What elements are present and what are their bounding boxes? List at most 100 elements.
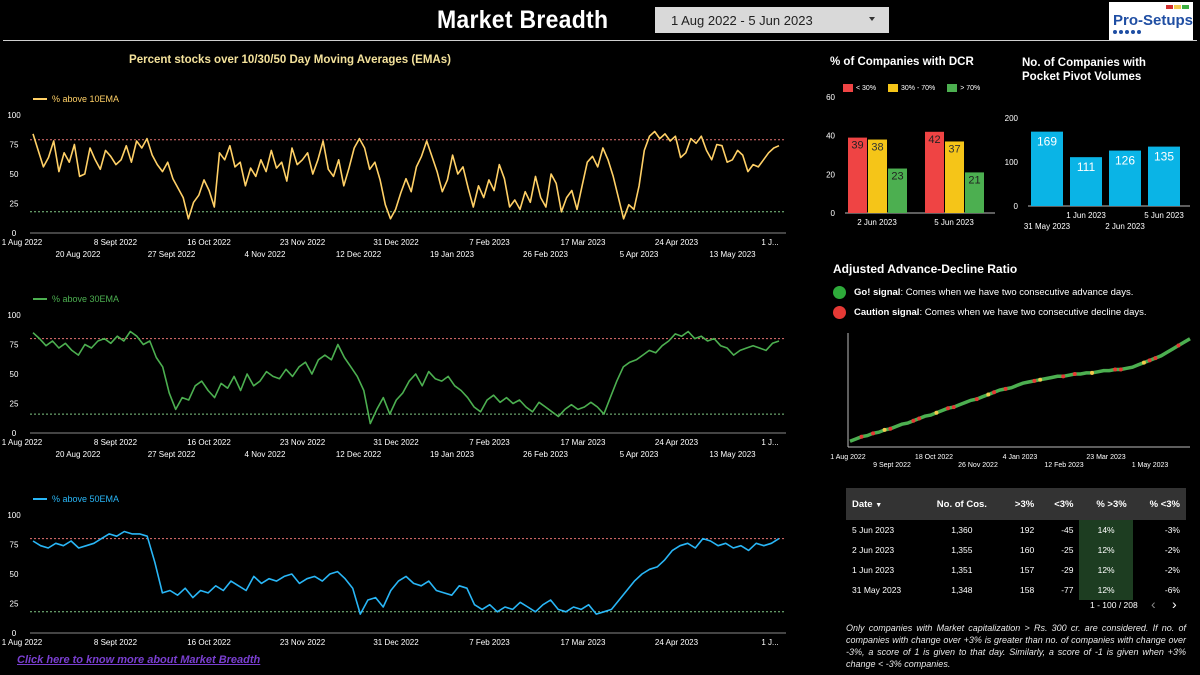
- table-cell: 1,351: [951, 565, 973, 575]
- x-tick-label: 12 Dec 2022: [336, 250, 382, 259]
- x-tick-label: 27 Sept 2022: [148, 250, 196, 259]
- x-tick-label: 18 Oct 2022: [915, 454, 953, 461]
- bar: [1109, 150, 1141, 206]
- table-cell: -25: [1061, 545, 1074, 555]
- brand-logo: Pro-Setups: [1109, 2, 1193, 40]
- neutral-marker: [1090, 370, 1095, 375]
- series-line: [32, 530, 780, 615]
- x-tick-label: 4 Nov 2022: [245, 250, 286, 259]
- x-tick-label: 1 May 2023: [1132, 462, 1169, 469]
- dcr-legend-item-low: < 30%: [843, 84, 876, 92]
- x-tick-label: 1 Aug 2022: [830, 454, 866, 461]
- caution-marker: [974, 397, 979, 402]
- col-above-header[interactable]: >3%: [1000, 488, 1041, 520]
- table-row[interactable]: 2 Jun 2023 1,355 160 -25 12% -2%: [846, 540, 1186, 560]
- green-dot-icon: [833, 286, 846, 299]
- next-page-icon[interactable]: ›: [1172, 596, 1177, 612]
- col-below-header[interactable]: <3%: [1040, 488, 1080, 520]
- table-row[interactable]: 31 May 2023 1,348 158 -77 12% -6%: [846, 580, 1186, 600]
- y-tick-label: 100: [7, 111, 21, 120]
- x-tick-label: 1 J...: [761, 638, 778, 647]
- bar: [1148, 146, 1180, 206]
- col-date-header[interactable]: Date ▼: [846, 488, 923, 520]
- table-cell: -2%: [1164, 545, 1180, 555]
- y-tick-label: 50: [10, 570, 19, 579]
- chevron-down-icon[interactable]: [869, 17, 875, 21]
- footnote: Only companies with Market capitalizatio…: [846, 623, 1186, 669]
- ad-ratio-line: [849, 337, 1191, 443]
- logo-color-bars: [1166, 5, 1189, 9]
- caution-marker: [1003, 386, 1008, 391]
- sort-desc-icon: ▼: [875, 501, 883, 509]
- x-tick-label: 27 Sept 2022: [148, 450, 196, 459]
- caution-marker: [911, 418, 916, 423]
- table-cell: -29: [1061, 565, 1074, 575]
- caution-marker: [1118, 367, 1123, 372]
- col-pct-below-header[interactable]: % <3%: [1132, 488, 1186, 520]
- dcr-chart: 60 40 20 0 39 38 23 2 Jun 2023 42 37 21 5 Jun 2023: [826, 93, 995, 227]
- x-tick-label: 7 Feb 2023: [469, 438, 510, 447]
- table-row[interactable]: 5 Jun 2023 1,360 192 -45 14% -3%: [846, 520, 1186, 540]
- pocket-pivot-chart: 200 100 0 169 111 126 135 31 May 2023 1 Jun 2023…: [1005, 114, 1190, 231]
- table-cell: 5 Jun 2023: [852, 525, 895, 535]
- date-range-value: 1 Aug 2022 - 5 Jun 2023: [671, 13, 813, 28]
- col-pct-above-header[interactable]: % >3%: [1079, 488, 1133, 520]
- x-tick-label: 31 May 2023: [1024, 222, 1071, 231]
- x-tick-label: 2 Jun 2023: [857, 218, 897, 227]
- caution-marker: [992, 390, 997, 395]
- table-cell: -77: [1061, 585, 1074, 595]
- table-cell: 12%: [1079, 560, 1133, 580]
- y-tick-label: 60: [826, 93, 835, 102]
- x-tick-label: 31 Dec 2022: [373, 638, 419, 647]
- x-tick-label: 24 Apr 2023: [655, 638, 699, 647]
- x-tick-label: 23 Nov 2022: [280, 638, 326, 647]
- col-count-header[interactable]: No. of Cos.: [922, 488, 1001, 520]
- bar: [945, 141, 964, 213]
- x-tick-label: 20 Aug 2022: [56, 450, 101, 459]
- table-pager-text: 1 - 100 / 208: [1090, 600, 1138, 610]
- table-cell: 14%: [1079, 520, 1133, 540]
- breadth-table: Date ▼ No. of Cos. >3% <3% % >3% % <3% 5…: [846, 488, 1186, 600]
- series-legend-label: % above 10EMA: [52, 94, 119, 104]
- x-tick-label: 31 Dec 2022: [373, 438, 419, 447]
- x-tick-label: 4 Jan 2023: [1003, 454, 1038, 461]
- bar: [925, 131, 944, 213]
- neutral-marker: [882, 427, 887, 432]
- date-range-picker[interactable]: 1 Aug 2022 - 5 Jun 2023: [655, 7, 889, 33]
- y-tick-label: 20: [826, 170, 835, 179]
- caution-marker: [1061, 374, 1066, 379]
- prev-page-icon[interactable]: ‹: [1151, 596, 1156, 612]
- x-tick-label: 5 Apr 2023: [620, 450, 659, 459]
- y-tick-label: 40: [826, 132, 835, 141]
- page-title: Market Breadth: [437, 6, 609, 34]
- market-breadth-link[interactable]: Click here to know more about Market Bre…: [17, 654, 261, 666]
- series-line: [32, 130, 780, 220]
- y-tick-label: 100: [7, 311, 21, 320]
- go-signal-legend: Go! signal: Comes when we have two conse…: [833, 286, 1133, 299]
- table-cell: 1,355: [951, 545, 973, 555]
- table-cell: 157: [1020, 565, 1035, 575]
- dcr-legend: < 30% 30% - 70% > 70%: [843, 84, 980, 92]
- dcr-chart-title: % of Companies with DCR: [830, 56, 974, 68]
- ad-ratio-title: Adjusted Advance-Decline Ratio: [833, 262, 1018, 276]
- x-tick-label: 24 Apr 2023: [655, 438, 699, 447]
- x-tick-label: 16 Oct 2022: [187, 238, 231, 247]
- x-tick-label: 19 Jan 2023: [430, 250, 475, 259]
- table-cell: 12%: [1079, 540, 1133, 560]
- bar: [868, 139, 887, 213]
- caution-marker: [1147, 358, 1152, 363]
- y-tick-label: 100: [7, 511, 21, 520]
- table-cell: 192: [1020, 525, 1035, 535]
- x-tick-label: 1 Aug 2022: [2, 238, 43, 247]
- y-tick-label: 25: [10, 600, 19, 609]
- caution-marker: [1176, 343, 1181, 348]
- y-tick-label: 0: [12, 429, 17, 438]
- caution-marker: [1032, 378, 1037, 383]
- series-legend-label: % above 50EMA: [52, 494, 119, 504]
- table-cell: 158: [1020, 585, 1035, 595]
- pocket-pivot-title: No. of Companies with Pocket Pivot Volum…: [1022, 57, 1146, 83]
- y-tick-label: 50: [10, 370, 19, 379]
- x-tick-label: 12 Dec 2022: [336, 450, 382, 459]
- caution-marker: [1072, 372, 1077, 377]
- table-row[interactable]: 1 Jun 2023 1,351 157 -29 12% -2%: [846, 560, 1186, 580]
